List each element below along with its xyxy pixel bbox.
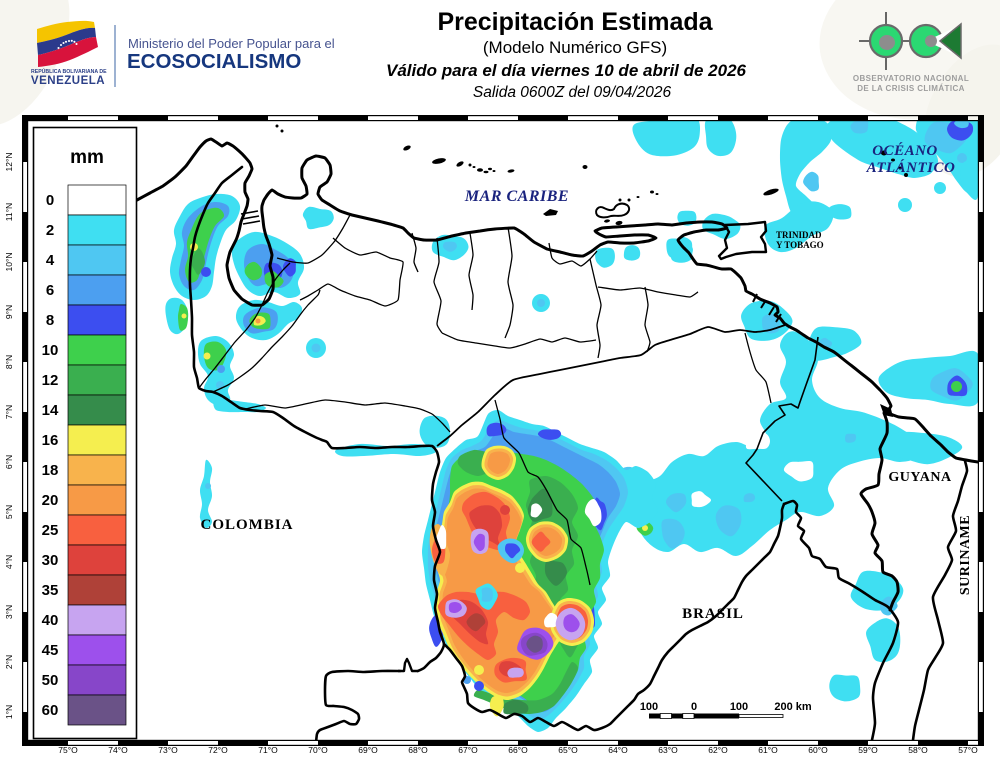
svg-text:61°O: 61°O — [758, 745, 778, 755]
svg-text:2: 2 — [46, 222, 54, 239]
svg-text:40: 40 — [42, 612, 59, 629]
svg-text:11°N: 11°N — [4, 203, 14, 221]
svg-text:62°O: 62°O — [708, 745, 728, 755]
svg-text:4°N: 4°N — [4, 555, 14, 569]
svg-text:58°O: 58°O — [908, 745, 928, 755]
svg-text:MAR CARIBE: MAR CARIBE — [464, 188, 569, 205]
svg-text:SURINAME: SURINAME — [958, 515, 973, 595]
svg-text:8: 8 — [46, 312, 54, 329]
svg-text:60: 60 — [42, 702, 59, 719]
svg-text:6°N: 6°N — [4, 455, 14, 469]
svg-text:16: 16 — [42, 432, 59, 449]
svg-text:68°O: 68°O — [408, 745, 428, 755]
svg-text:71°O: 71°O — [258, 745, 278, 755]
svg-text:57°O: 57°O — [958, 745, 978, 755]
svg-text:20: 20 — [42, 492, 59, 509]
svg-text:65°O: 65°O — [558, 745, 578, 755]
svg-text:8°N: 8°N — [4, 355, 14, 369]
svg-text:45: 45 — [42, 642, 59, 659]
svg-text:50: 50 — [42, 672, 59, 689]
svg-text:100: 100 — [640, 701, 658, 713]
svg-text:12: 12 — [42, 372, 59, 389]
svg-text:30: 30 — [42, 552, 59, 569]
svg-text:72°O: 72°O — [208, 745, 228, 755]
svg-text:100: 100 — [730, 701, 748, 713]
svg-text:18: 18 — [42, 462, 59, 479]
svg-text:2°N: 2°N — [4, 655, 14, 669]
svg-text:73°O: 73°O — [158, 745, 178, 755]
svg-text:OCÉANO: OCÉANO — [872, 142, 938, 159]
svg-text:3°N: 3°N — [4, 605, 14, 619]
svg-text:14: 14 — [42, 402, 59, 419]
svg-text:Y TOBAGO: Y TOBAGO — [776, 240, 824, 250]
svg-text:TRINIDAD: TRINIDAD — [776, 230, 822, 240]
svg-text:GUYANA: GUYANA — [888, 470, 952, 485]
svg-text:10: 10 — [42, 342, 59, 359]
svg-text:1°N: 1°N — [4, 705, 14, 719]
svg-text:59°O: 59°O — [858, 745, 878, 755]
svg-text:4: 4 — [46, 252, 55, 269]
svg-text:5°N: 5°N — [4, 505, 14, 519]
svg-text:63°O: 63°O — [658, 745, 678, 755]
svg-text:67°O: 67°O — [458, 745, 478, 755]
svg-text:64°O: 64°O — [608, 745, 628, 755]
svg-text:COLOMBIA: COLOMBIA — [200, 517, 293, 533]
svg-text:ATLÁNTICO: ATLÁNTICO — [866, 159, 956, 176]
svg-text:0: 0 — [46, 192, 54, 209]
svg-text:66°O: 66°O — [508, 745, 528, 755]
svg-text:7°N: 7°N — [4, 405, 14, 419]
svg-text:25: 25 — [42, 522, 59, 539]
svg-text:75°O: 75°O — [58, 745, 78, 755]
svg-text:mm: mm — [70, 147, 104, 168]
svg-text:0: 0 — [691, 701, 697, 713]
svg-text:10°N: 10°N — [4, 253, 14, 272]
svg-text:70°O: 70°O — [308, 745, 328, 755]
svg-text:BRASIL: BRASIL — [682, 606, 744, 622]
svg-text:35: 35 — [42, 582, 59, 599]
svg-text:200 km: 200 km — [774, 701, 812, 713]
svg-text:9°N: 9°N — [4, 305, 14, 319]
svg-text:6: 6 — [46, 282, 54, 299]
svg-text:12°N: 12°N — [4, 153, 14, 172]
svg-text:69°O: 69°O — [358, 745, 378, 755]
svg-text:60°O: 60°O — [808, 745, 828, 755]
svg-text:74°O: 74°O — [108, 745, 128, 755]
